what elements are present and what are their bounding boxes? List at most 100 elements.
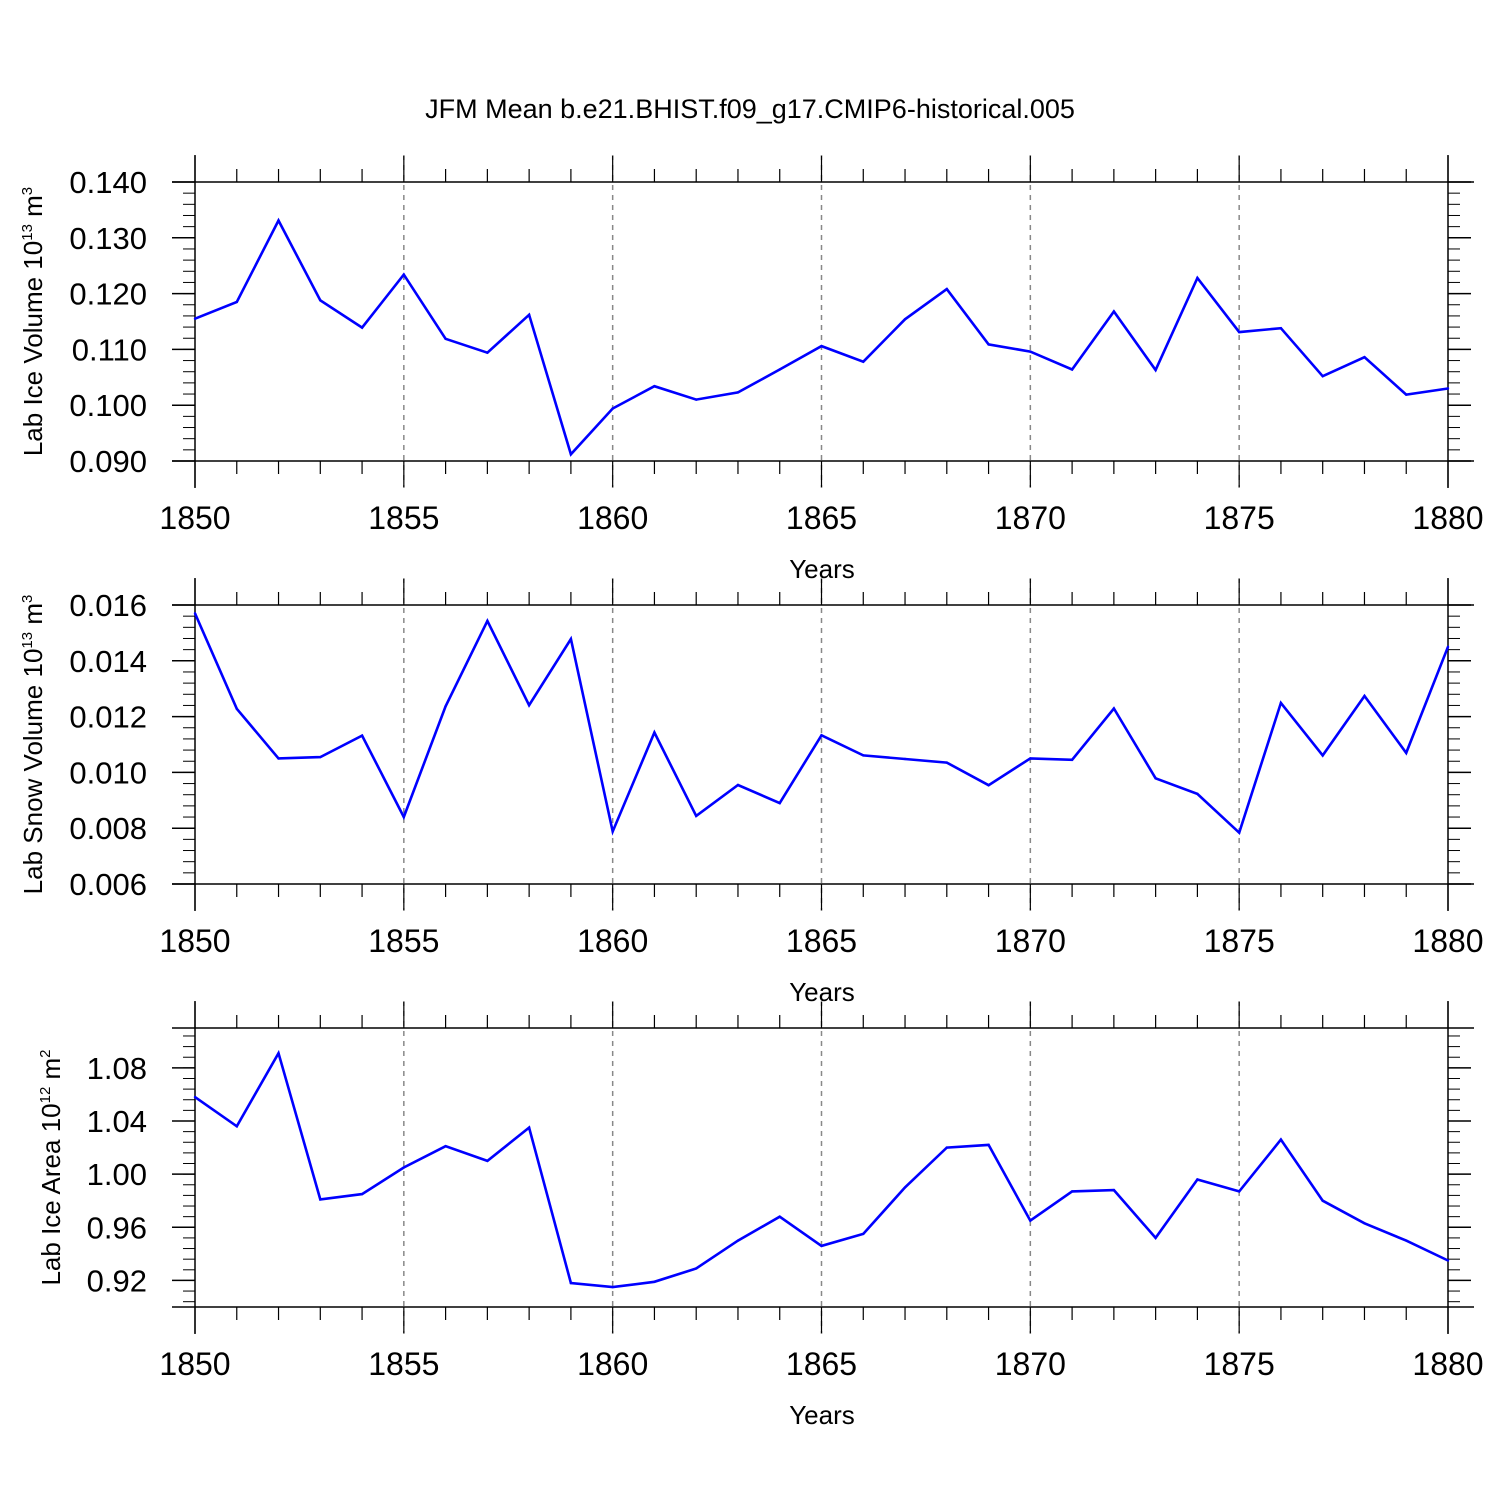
x-tick-label: 1850 [159,1346,230,1382]
data-point [778,1215,781,1218]
y-axis-label-superscript: 13 [19,632,36,649]
data-point [1321,754,1324,757]
data-point [1029,350,1032,353]
y-tick-label: 0.010 [69,755,147,790]
data-point [486,1159,489,1163]
data-point [1029,1219,1032,1222]
panel-2: 0.006 0.008 0.010 0.012 0.014 0.016 1850 1855 18… [18,578,1484,1007]
x-tick-label: 1870 [995,1346,1066,1382]
y-axis-label-part: m [18,195,48,224]
data-point [1237,831,1241,834]
data-point [527,703,531,707]
y-tick-label: 0.110 [72,332,147,367]
y-tick-label: 0.140 [69,165,147,200]
data-point [1196,792,1199,796]
data-point [1321,1199,1324,1202]
data-point [611,407,614,410]
chart-panels: 0.090 0.100 0.110 0.120 0.130 0.140 1850 1855 18… [18,155,1484,1430]
data-point [1363,694,1366,698]
data-point [360,326,364,329]
data-point [862,1232,865,1236]
y-tick-label: 1.00 [87,1157,147,1192]
data-point [1112,707,1116,710]
data-point [1279,1138,1283,1141]
data-point [611,1285,614,1289]
data-point [569,637,573,641]
y-tick-label: 0.120 [69,277,147,312]
x-tick-label: 1880 [1412,500,1483,536]
data-point [1070,758,1074,762]
y-tick-label: 0.006 [69,867,147,902]
data-point [277,1052,280,1055]
y-tick-label: 0.090 [69,444,147,479]
x-tick-label: 1865 [786,500,857,536]
x-tick-label: 1860 [577,500,648,536]
data-point [1154,1236,1157,1240]
y-axis-label: Lab Ice Volume 1013 m3 [18,187,48,456]
data-point [1279,326,1283,330]
x-tick-label: 1875 [1204,923,1275,959]
data-point [360,1192,364,1196]
x-tick-label: 1875 [1204,1346,1275,1382]
data-point [903,318,907,321]
data-point [945,761,948,764]
y-axis-label-part: Lab Ice Volume 10 [18,241,48,456]
data-point [1112,310,1116,313]
data-point [695,1267,698,1270]
data-point [653,385,656,388]
data-point [1029,757,1032,760]
y-axis-label-part: Lab Ice Area 10 [36,1103,66,1285]
y-axis-label-superscript: 3 [19,187,36,195]
y-axis-label-part: Lab Snow Volume 10 [18,649,48,895]
data-point [945,287,948,291]
data-point [1237,1190,1241,1193]
chart-title: JFM Mean b.e21.BHIST.f09_g17.CMIP6-histo… [425,94,1075,124]
x-tick-label: 1860 [577,1346,648,1382]
data-point [319,299,322,302]
data-point [1237,330,1241,334]
data-point [653,731,656,734]
y-tick-label: 0.130 [69,221,147,256]
data-point [569,1281,573,1285]
x-axis-label: Years [789,1400,855,1430]
data-point [987,1143,990,1147]
y-tick-label: 0.96 [87,1210,147,1245]
data-point [277,219,280,222]
y-axis-label-part: m [18,603,48,632]
data-point [903,757,907,761]
y-tick-label: 0.92 [87,1263,147,1298]
data-point [193,612,197,615]
data-point [1070,368,1074,371]
y-axis-label-superscript: 13 [19,224,36,241]
data-point [1196,276,1199,280]
x-tick-label: 1855 [368,1346,439,1382]
x-tick-label: 1865 [786,1346,857,1382]
data-point [695,398,698,401]
data-point [527,1126,531,1129]
y-tick-label: 0.008 [69,811,147,846]
y-axis-label-superscript: 2 [37,1049,54,1057]
data-point [778,801,781,805]
data-point [360,734,364,737]
y-axis-label-part: m [36,1058,66,1087]
y-axis-label: Lab Ice Area 1012 m2 [36,1049,66,1285]
data-point [862,360,865,363]
panel-3: 0.92 0.96 1.00 1.04 1.08 1850 1855 1860 1865 1870… [36,1001,1484,1430]
data-point [1196,1178,1199,1181]
x-tick-label: 1855 [368,500,439,536]
x-tick-label: 1870 [995,923,1066,959]
data-point [736,391,740,394]
data-point [1446,645,1450,649]
data-point [569,453,573,456]
data-point [1405,393,1408,396]
data-point [402,1166,406,1169]
data-point [736,783,740,787]
y-tick-label: 0.016 [69,588,147,623]
data-point [1363,356,1366,359]
data-point [695,814,698,818]
data-point [820,734,823,737]
y-tick-label: 0.014 [69,644,147,679]
data-point [611,830,614,833]
